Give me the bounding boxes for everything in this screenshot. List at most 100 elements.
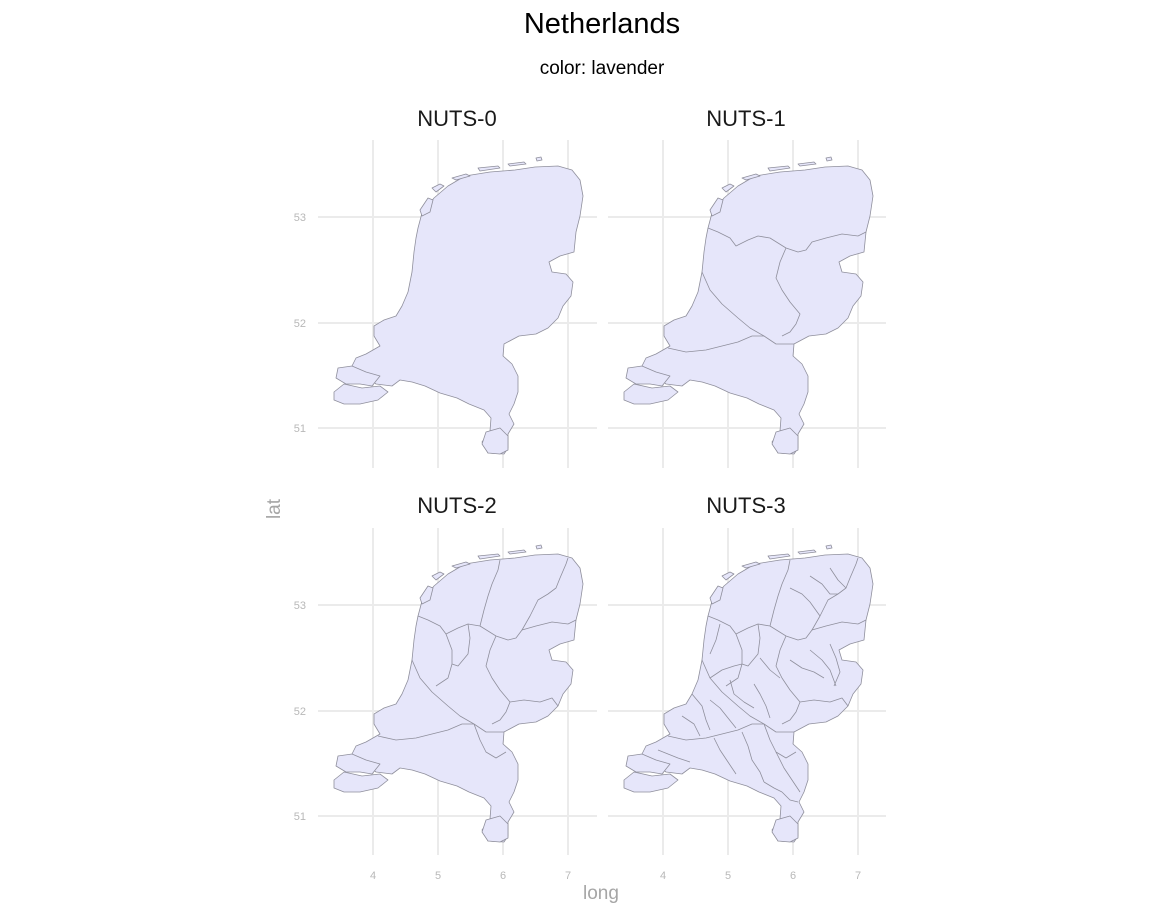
region-border [713,737,737,775]
region-border [681,715,701,737]
region-border [709,663,743,679]
x-tick-label: 7 [855,870,861,882]
limburg-tip [481,815,509,843]
wadden-island [825,544,833,550]
region-border [479,559,501,627]
region-border [709,623,721,655]
wadden-island [419,585,434,605]
country-shape-nuts-1 [623,156,874,455]
x-tick-label: 4 [370,870,376,882]
mainland-region [351,553,584,843]
wadden-island [721,183,735,193]
map-panel-nuts-2 [318,528,597,855]
wadden-island [825,156,833,162]
zeeland-island [625,365,671,387]
wadden-island [535,544,543,550]
region-border [753,683,771,719]
region-border [667,723,764,741]
region-border [789,587,821,617]
map-subtitle: color: lavender [539,58,665,79]
map-panel-nuts-1 [608,140,886,468]
region-border [809,575,838,595]
wadden-island [709,585,724,605]
map-panel-nuts-0 [318,140,597,468]
region-border [741,623,761,667]
region-border [729,679,755,709]
x-tick-label: 7 [565,870,571,882]
wadden-island [721,571,735,581]
map-panel-nuts-3 [608,528,886,855]
zeeland-island [333,383,389,405]
wadden-island [477,165,501,172]
wadden-island [431,183,445,193]
region-border [485,635,511,725]
region-border [451,623,471,667]
y-tick-label: 52 [294,706,306,718]
wadden-island [741,561,761,569]
zeeland-island [623,771,679,793]
zeeland-island [625,753,671,775]
zeeland-island [335,365,381,387]
panel-title-nuts-2: NUTS-2 [417,493,497,518]
region-border [799,697,849,707]
wadden-island [451,561,471,569]
region-border [781,791,799,803]
wadden-island [451,173,471,181]
x-axis-label: long [583,883,619,904]
country-shape-nuts-3 [623,544,874,843]
wadden-island [797,549,817,555]
region-border [829,643,841,687]
region-border [775,635,801,725]
region-border [701,659,794,733]
region-border [759,657,781,679]
x-tick-label: 6 [790,870,796,882]
panel-title-nuts-1: NUTS-1 [706,106,786,131]
map-title: Netherlands [523,8,681,40]
region-border [775,247,801,337]
region-border [509,697,559,707]
region-border [691,693,711,731]
x-tick-label: 5 [725,870,731,882]
region-border [769,559,791,627]
region-border [775,751,801,793]
zeeland-island [335,753,381,775]
zeeland-island [333,771,389,793]
wadden-island [767,553,791,560]
y-tick-label: 51 [294,423,306,435]
region-border [709,699,737,729]
x-tick-label: 5 [435,870,441,882]
x-tick-label: 4 [660,870,666,882]
region-border [811,557,859,631]
region-border [667,335,764,353]
region-border [701,271,794,345]
wadden-island [797,161,817,167]
country-shape-nuts-0 [333,156,584,455]
y-tick-label: 51 [294,811,306,823]
wadden-island [535,156,543,162]
mainland-region [641,553,874,843]
limburg-tip [481,427,509,455]
zeeland-island [623,383,679,405]
mainland-region [351,165,584,455]
x-tick-label: 6 [500,870,506,882]
limburg-tip [771,815,799,843]
wadden-island [741,173,761,181]
region-border [473,723,507,759]
region-border [789,659,825,679]
region-border [377,723,474,741]
wadden-island [709,197,724,217]
region-border [741,731,765,783]
panel-title-nuts-3: NUTS-3 [706,493,786,518]
wadden-island [419,197,434,217]
region-border [521,557,569,631]
country-shape-nuts-2 [333,544,584,843]
mainland-region [641,165,874,455]
y-tick-label: 52 [294,318,306,330]
region-border [809,649,837,687]
panel-title-nuts-0: NUTS-0 [417,106,497,131]
wadden-island [767,165,791,172]
y-tick-label: 53 [294,212,306,224]
wadden-island [477,553,501,560]
limburg-tip [771,427,799,455]
